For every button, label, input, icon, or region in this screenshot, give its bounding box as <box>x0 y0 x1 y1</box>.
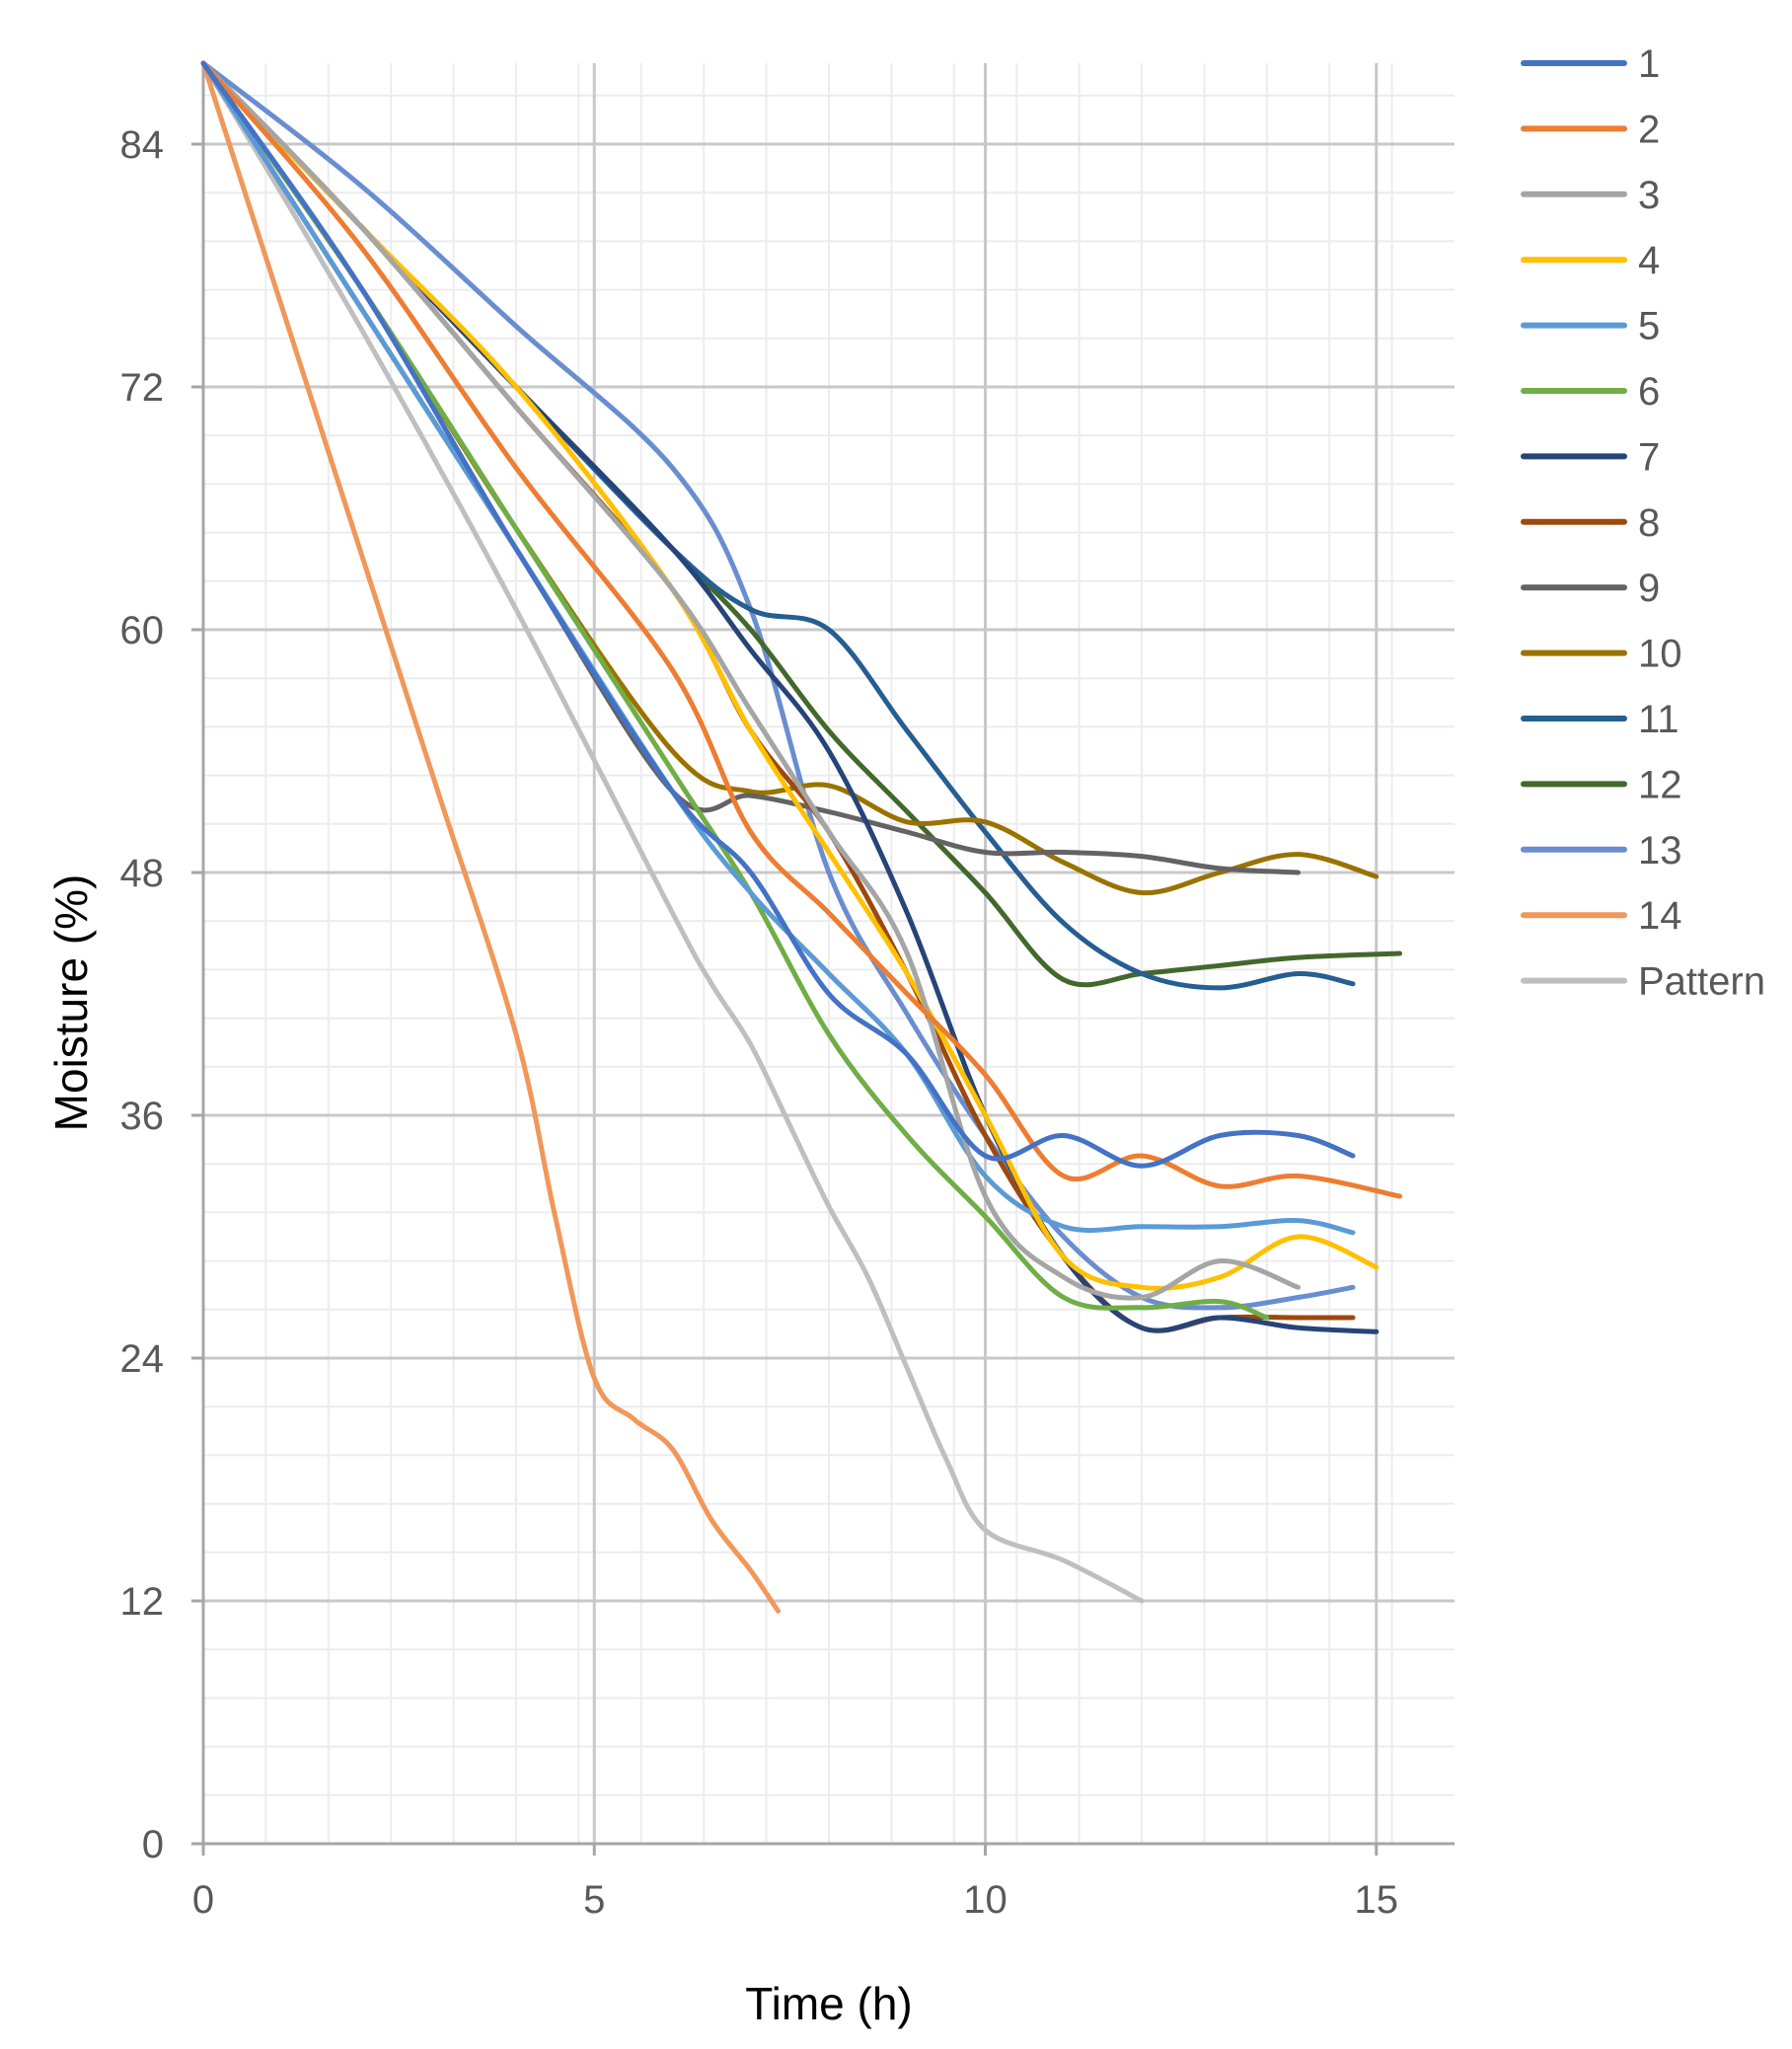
y-tick-label: 60 <box>120 609 165 652</box>
y-tick-label: 84 <box>120 123 165 167</box>
y-tick-label: 36 <box>120 1095 165 1138</box>
y-tick-label: 72 <box>120 366 165 410</box>
legend-label-12: 12 <box>1638 763 1682 806</box>
series-lines <box>200 60 1402 1614</box>
legend-label-7: 7 <box>1638 435 1660 479</box>
legend-label-14: 14 <box>1638 894 1682 938</box>
series-line-3 <box>200 60 1301 1301</box>
series-line-5 <box>200 60 1356 1236</box>
x-tick-label: 10 <box>963 1878 1008 1922</box>
series-line-9 <box>200 60 1301 875</box>
y-tick-label: 0 <box>142 1823 164 1866</box>
legend-label-pattern: Pattern <box>1638 960 1765 1004</box>
x-tick-label: 15 <box>1355 1878 1399 1922</box>
legend-label-4: 4 <box>1638 239 1660 282</box>
y-tick-labels: 0 12 24 36 48 60 72 84 <box>120 123 165 1866</box>
series-line-6 <box>200 60 1270 1321</box>
y-tick-label: 48 <box>120 852 165 895</box>
x-tick-labels: 0 5 10 15 <box>192 1878 1398 1922</box>
legend-label-8: 8 <box>1638 501 1660 545</box>
x-tick-label: 5 <box>583 1878 605 1922</box>
legend-label-11: 11 <box>1638 698 1680 741</box>
legend-label-10: 10 <box>1638 633 1682 676</box>
series-line-14 <box>200 60 781 1614</box>
legend-label-13: 13 <box>1638 829 1682 873</box>
y-tick-label: 24 <box>120 1337 165 1381</box>
y-tick-label: 12 <box>120 1580 165 1624</box>
legend-label-1: 1 <box>1638 42 1660 86</box>
legend-label-3: 3 <box>1638 174 1660 217</box>
series-line-2 <box>200 60 1402 1199</box>
y-axis-title: Moisture (%) <box>45 874 97 1132</box>
axes <box>191 63 1455 1856</box>
legend-label-9: 9 <box>1638 567 1660 610</box>
x-tick-label: 0 <box>192 1878 214 1922</box>
legend-label-5: 5 <box>1638 305 1660 348</box>
x-axis-title: Time (h) <box>745 1978 913 2029</box>
series-line-pattern <box>200 60 1145 1604</box>
series-line-1 <box>200 60 1356 1169</box>
legend-label-6: 6 <box>1638 370 1660 414</box>
series-line-4 <box>200 60 1380 1291</box>
legend-label-2: 2 <box>1638 108 1660 151</box>
series-line-11 <box>200 60 1356 991</box>
